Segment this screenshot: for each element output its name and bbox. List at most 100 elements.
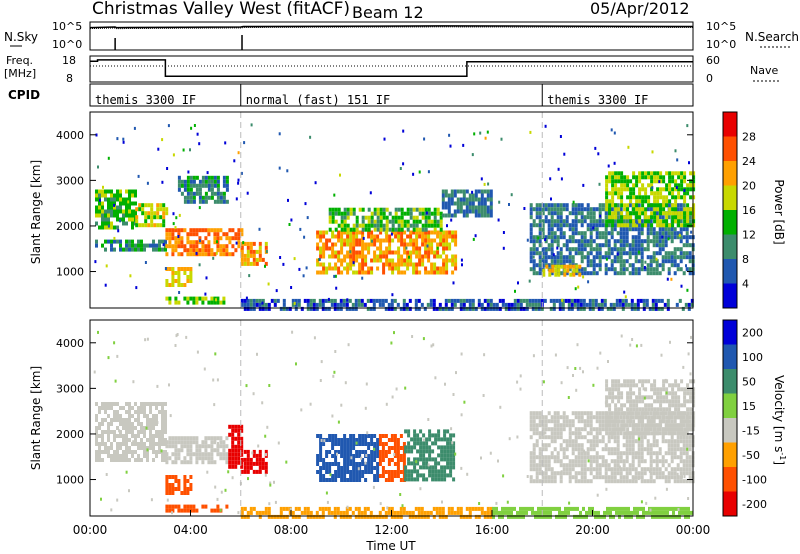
power-cell <box>550 227 554 232</box>
power-cell <box>562 203 566 208</box>
velocity-cell <box>361 434 365 438</box>
power-cell <box>195 232 199 237</box>
power-cell <box>99 198 101 202</box>
power-cell <box>580 219 584 224</box>
velocity-cell <box>367 446 371 450</box>
power-cell <box>486 213 490 218</box>
power-cell <box>465 213 469 218</box>
velocity-cell <box>419 441 423 446</box>
power-cell <box>655 271 659 276</box>
power-cell <box>258 249 262 254</box>
power-cell <box>171 252 175 257</box>
velocity-cell <box>349 442 353 446</box>
power-cell <box>611 187 615 192</box>
power-cell <box>551 268 555 273</box>
power-cell <box>125 247 128 252</box>
power-cell <box>589 207 593 212</box>
power-cell <box>683 195 687 200</box>
velocity-cell <box>255 510 259 515</box>
velocity-cell <box>570 506 573 511</box>
power-cell <box>430 266 434 271</box>
velocity-cell <box>543 506 546 511</box>
power-cell <box>322 230 326 235</box>
velocity-cell <box>574 479 578 484</box>
power-cell <box>655 231 659 236</box>
velocity-cell <box>559 463 563 468</box>
velocity-cell <box>183 460 187 465</box>
velocity-cell <box>643 435 647 440</box>
power-cell <box>448 234 452 239</box>
power-cell <box>424 254 428 259</box>
velocity-cell <box>319 458 323 462</box>
velocity-marks <box>93 320 696 519</box>
power-cell <box>650 175 654 180</box>
velocity-cell <box>483 514 487 519</box>
velocity-cell <box>174 440 178 445</box>
velocity-cell <box>137 446 140 450</box>
power-cell <box>316 230 320 235</box>
velocity-cell <box>613 471 617 476</box>
velocity-cell <box>158 410 161 414</box>
power-cell <box>415 230 419 235</box>
velocity-cell <box>140 426 143 430</box>
power-cell <box>653 215 657 220</box>
power-cell <box>110 197 113 202</box>
velocity-cell <box>131 454 134 458</box>
velocity-cell <box>661 459 665 464</box>
power-cell <box>204 296 208 301</box>
power-cell <box>201 179 205 184</box>
velocity-cell <box>601 435 605 440</box>
velocity-cell <box>620 419 624 424</box>
velocity-cell <box>677 399 681 404</box>
power-cell <box>370 211 374 216</box>
y-tick-label: 3000 <box>56 174 84 187</box>
power-cell <box>526 238 529 242</box>
velocity-cell <box>228 456 232 461</box>
velocity-cell <box>692 395 696 400</box>
power-cell <box>680 175 684 180</box>
velocity-cell <box>571 443 575 448</box>
velocity-cell <box>378 474 382 478</box>
velocity-cell <box>413 433 417 438</box>
power-cell <box>474 197 478 202</box>
velocity-cell <box>676 439 680 444</box>
power-cell <box>192 195 196 200</box>
power-cell <box>544 255 548 260</box>
velocity-cell <box>580 451 584 456</box>
power-cell <box>550 197 552 201</box>
velocity-cell <box>671 395 675 400</box>
power-cell <box>104 213 107 218</box>
velocity-cell <box>573 506 576 511</box>
power-cell <box>150 215 154 220</box>
velocity-cell <box>522 514 525 519</box>
velocity-cell <box>404 473 408 478</box>
power-cell <box>276 298 280 303</box>
power-cell <box>171 279 175 283</box>
velocity-cell <box>113 430 116 434</box>
power-cell <box>180 244 184 249</box>
velocity-cell <box>592 439 596 444</box>
power-cell <box>656 219 660 224</box>
power-cell <box>150 223 154 228</box>
power-cell <box>101 221 104 226</box>
velocity-cell <box>641 407 645 412</box>
velocity-cell <box>580 447 584 452</box>
velocity-cell <box>510 514 513 519</box>
power-cell <box>113 197 116 202</box>
power-cell <box>553 259 557 264</box>
velocity-cell <box>495 510 498 515</box>
power-cell <box>661 231 665 236</box>
velocity-cell <box>550 451 554 456</box>
velocity-cell <box>189 504 193 509</box>
power-cell <box>616 239 620 244</box>
velocity-cell <box>369 510 373 515</box>
power-cell <box>617 175 621 180</box>
power-cell <box>397 250 401 255</box>
power-cell <box>661 247 665 252</box>
velocity-cell <box>635 415 639 420</box>
velocity-cell <box>119 406 122 410</box>
power-cell <box>607 164 610 168</box>
power-cell <box>646 263 650 268</box>
power-cell <box>165 252 169 257</box>
power-cell <box>638 199 642 204</box>
